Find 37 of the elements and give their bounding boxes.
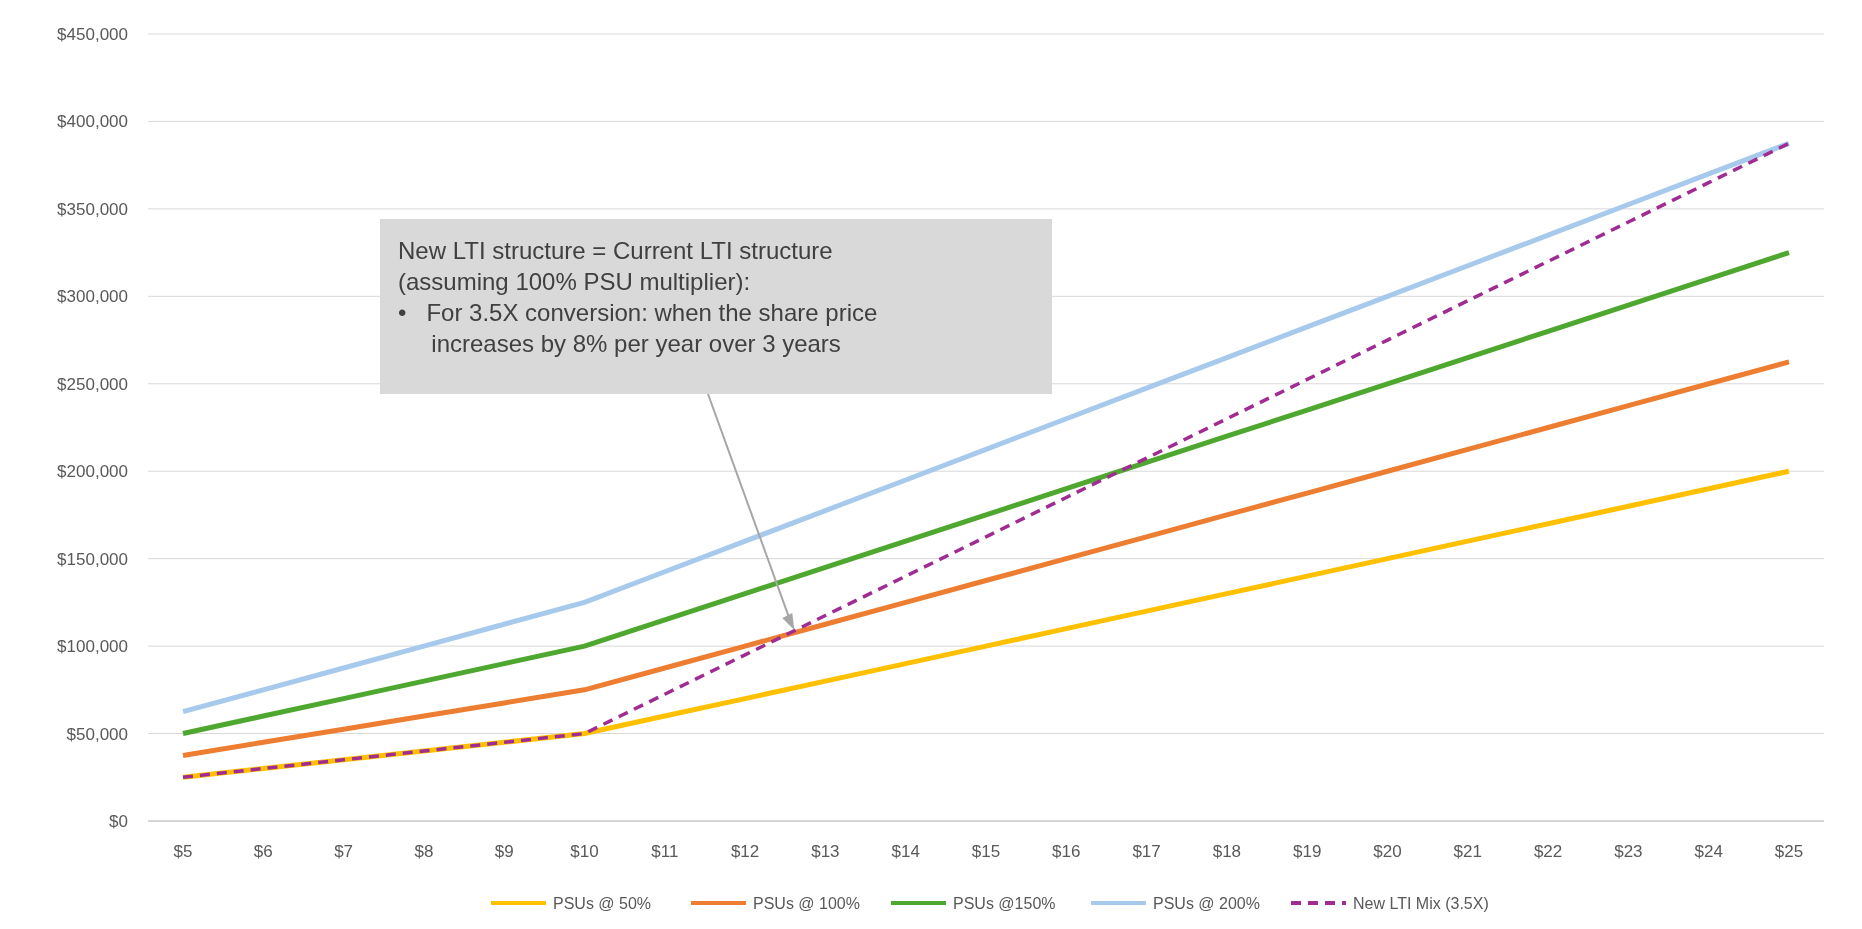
x-tick-label: $21 xyxy=(1453,842,1482,861)
x-tick-label: $16 xyxy=(1052,842,1081,861)
x-tick-label: $23 xyxy=(1614,842,1643,861)
y-tick-label: $50,000 xyxy=(66,724,128,744)
x-tick-label: $6 xyxy=(253,842,273,861)
x-tick-label: $20 xyxy=(1373,842,1402,861)
legend-label: PSUs @ 200% xyxy=(1153,894,1260,912)
x-tick-label: $17 xyxy=(1132,842,1161,861)
y-tick-label: $150,000 xyxy=(57,549,128,569)
y-tick-label: $0 xyxy=(109,811,128,831)
y-tick-label: $250,000 xyxy=(57,374,128,394)
x-tick-label: $14 xyxy=(891,842,920,861)
x-tick-label: $5 xyxy=(173,842,193,861)
x-tick-label: $12 xyxy=(730,842,760,861)
x-tick-label: $18 xyxy=(1212,842,1242,861)
x-tick-label: $19 xyxy=(1293,842,1322,861)
x-tick-label: $24 xyxy=(1694,842,1723,861)
x-tick-label: $10 xyxy=(570,842,599,861)
y-tick-label: $100,000 xyxy=(57,637,128,657)
x-tick-label: $9 xyxy=(494,842,514,861)
x-tick-label: $15 xyxy=(971,842,1001,861)
x-tick-label: $13 xyxy=(811,842,840,861)
x-tick-label: $22 xyxy=(1533,842,1563,861)
y-tick-label: $450,000 xyxy=(57,24,128,44)
x-tick-label: $8 xyxy=(414,842,434,861)
legend-label: New LTI Mix (3.5X) xyxy=(1353,894,1489,912)
y-tick-label: $300,000 xyxy=(57,287,128,307)
y-tick-label: $400,000 xyxy=(57,112,128,132)
y-tick-label: $200,000 xyxy=(57,462,128,482)
y-tick-label: $350,000 xyxy=(57,199,128,219)
legend-label: PSUs @150% xyxy=(953,894,1056,912)
legend-label: PSUs @ 100% xyxy=(753,894,860,912)
x-tick-label: $25 xyxy=(1774,842,1804,861)
annotation: New LTI structure = Current LTI structure (assuming 100% PSU multiplier): • For 3.5X conversion: when the share price increases by 8% per year over 3 years xyxy=(398,237,878,357)
legend-label: PSUs @ 50% xyxy=(553,894,652,912)
x-tick-label: $11 xyxy=(651,842,679,861)
x-tick-label: $7 xyxy=(334,842,354,861)
